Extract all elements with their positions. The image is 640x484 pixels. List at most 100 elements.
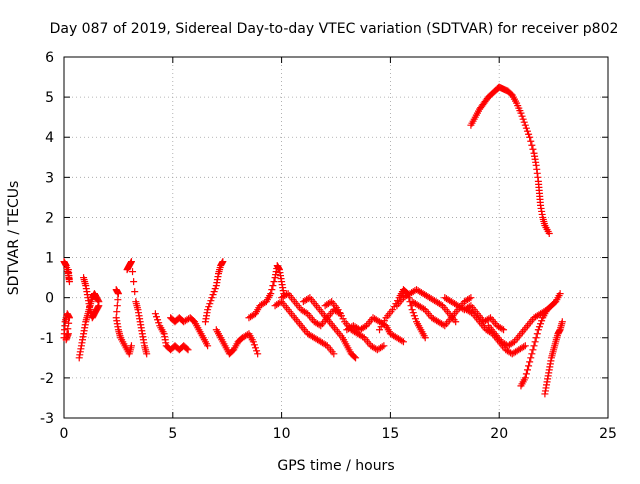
x-tick-label: 20 — [490, 426, 508, 442]
data-point — [558, 318, 566, 326]
data-point — [219, 258, 227, 266]
data-point — [521, 121, 529, 129]
data-point — [334, 306, 342, 314]
data-point — [380, 317, 388, 325]
data-point — [522, 124, 530, 132]
x-axis: 0 5 10 15 20 25 — [60, 57, 617, 442]
data-point — [520, 118, 528, 126]
data-point — [114, 290, 122, 298]
data-point — [526, 358, 534, 366]
data-point — [467, 309, 475, 317]
data-point — [114, 296, 122, 304]
data-point — [302, 309, 310, 317]
data-point — [485, 315, 493, 323]
data-point — [528, 141, 536, 149]
data-point — [206, 300, 214, 308]
data-point — [537, 320, 545, 328]
data-point — [254, 350, 262, 358]
y-tick-label: 1 — [45, 251, 54, 267]
data-point — [421, 334, 429, 342]
data-point — [205, 303, 213, 311]
data-point — [545, 229, 553, 237]
data-point — [411, 315, 419, 323]
series-arc-3 — [80, 274, 103, 322]
data-point — [64, 266, 72, 274]
data-point — [437, 301, 445, 309]
data-point — [398, 337, 406, 345]
data-point — [532, 334, 540, 342]
data-point — [518, 112, 526, 120]
x-tick-label: 0 — [60, 426, 69, 442]
y-tick-label: 0 — [45, 291, 54, 307]
data-point — [270, 278, 278, 286]
data-point — [207, 297, 215, 305]
data-point — [376, 326, 384, 334]
x-tick-label: 15 — [381, 426, 399, 442]
data-point — [529, 145, 537, 153]
data-point — [250, 341, 258, 349]
data-point — [521, 374, 529, 382]
x-axis-label: GPS time / hours — [277, 458, 394, 474]
series-arc-12 — [278, 290, 344, 330]
data-point — [183, 345, 191, 353]
y-tick-label: -1 — [40, 331, 54, 347]
data-point — [350, 353, 358, 361]
data-point — [556, 290, 564, 298]
series-arc-11 — [271, 298, 338, 358]
y-tick-label: 3 — [45, 170, 54, 186]
data-point — [267, 290, 275, 298]
series-arc-7 — [167, 314, 212, 350]
data-point — [538, 317, 546, 325]
data-point — [359, 333, 367, 341]
series-arc-23 — [541, 318, 566, 398]
data-point — [361, 323, 369, 331]
series-arc-21 — [484, 306, 551, 350]
data-point — [210, 288, 218, 296]
data-point — [336, 309, 344, 317]
series-arc-24 — [467, 83, 553, 237]
data-point — [519, 115, 527, 123]
data-point — [154, 316, 162, 324]
data-point — [64, 330, 72, 338]
data-point — [269, 282, 277, 290]
series-arc-18 — [408, 294, 475, 330]
data-point — [211, 285, 219, 293]
data-point — [399, 338, 407, 346]
data-point — [533, 330, 541, 338]
data-point — [409, 309, 417, 317]
data-point — [530, 342, 538, 350]
y-tick-label: 5 — [45, 90, 54, 106]
data-point — [155, 319, 163, 327]
data-point — [467, 294, 475, 302]
x-tick-label: 5 — [168, 426, 177, 442]
data-point — [352, 354, 360, 362]
data-point — [498, 325, 506, 333]
y-tick-label: 6 — [45, 50, 54, 66]
data-point — [65, 319, 73, 327]
data-point — [208, 294, 216, 302]
data-point — [253, 347, 261, 355]
data-point — [209, 291, 217, 299]
data-point — [377, 323, 385, 331]
series-arc-8 — [201, 258, 227, 326]
data-point — [439, 321, 447, 329]
data-point — [500, 326, 508, 334]
data-point — [143, 350, 151, 358]
data-point — [315, 321, 323, 329]
data-point — [523, 127, 531, 135]
data-point — [380, 342, 388, 350]
data-point — [339, 315, 347, 323]
chart-title: Day 087 of 2019, Sidereal Day-to-day VTE… — [50, 21, 619, 37]
data-point — [337, 312, 345, 320]
data-point — [379, 320, 387, 328]
data-point — [65, 314, 73, 322]
data-point — [326, 299, 334, 307]
y-axis-label: SDTVAR / TECUs — [6, 181, 22, 296]
data-point — [151, 310, 159, 318]
data-point — [509, 339, 517, 347]
data-point — [268, 286, 276, 294]
x-tick-label: 10 — [273, 426, 291, 442]
data-point — [113, 308, 121, 316]
series-arc-10 — [245, 262, 288, 322]
